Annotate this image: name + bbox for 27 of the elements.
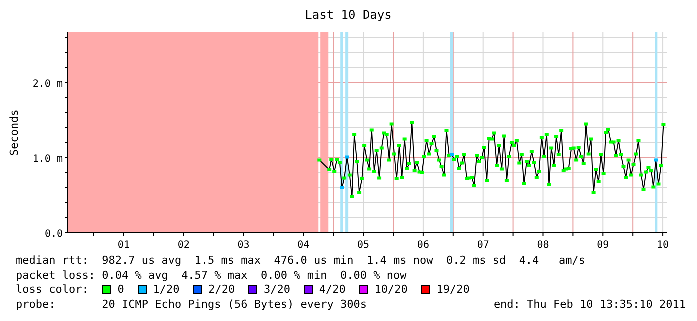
y-tick-label: 0.0 xyxy=(44,229,63,240)
text: 1/20 xyxy=(152,283,180,296)
y-tick-label: 1.0 m xyxy=(32,154,63,165)
x-tick-label: 05 xyxy=(358,240,370,251)
text: end: Thu Feb 10 13:35:10 2011 xyxy=(494,298,686,312)
text: 4/20 xyxy=(318,283,346,296)
x-tick-label: 02 xyxy=(178,240,190,251)
text: 0 xyxy=(116,283,124,296)
text: loss color: xyxy=(16,283,89,296)
x-tick-label: 01 xyxy=(118,240,130,251)
text: 2/20 xyxy=(208,283,236,296)
x-tick-label: 06 xyxy=(417,240,430,251)
x-tick-label: 04 xyxy=(298,240,310,251)
y-tick-label: 2.0 m xyxy=(32,79,63,90)
x-tick-label: 07 xyxy=(477,240,490,251)
text: median rtt: 982.7 us avg 1.5 ms max 476.0 us min 1.4 ms now 0.2 ms sd 4.4 am/s xyxy=(16,254,587,268)
x-tick-label: 10 xyxy=(657,240,670,251)
text: 3/20 xyxy=(262,283,290,296)
x-tick-label: 08 xyxy=(537,240,550,251)
chart-title: Last 10 Days xyxy=(304,8,393,22)
text: probe: 20 ICMP Echo Pings (56 Bytes) every 300s xyxy=(16,298,367,310)
text: packet loss: 0.04 % avg 4.57 % max 0.00 % min 0.00 % now xyxy=(16,268,408,283)
text: 19/20 xyxy=(436,283,470,296)
y-axis-title: Seconds xyxy=(8,110,21,156)
text: 10/20 xyxy=(374,283,408,296)
x-tick-label: 03 xyxy=(238,240,250,251)
x-tick-label: 09 xyxy=(597,240,610,251)
